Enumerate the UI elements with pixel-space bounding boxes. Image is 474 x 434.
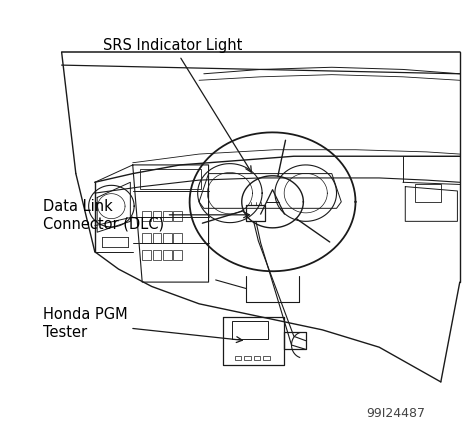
Bar — [142, 250, 151, 260]
Bar — [163, 233, 172, 243]
Bar — [173, 211, 182, 221]
Bar — [415, 184, 441, 202]
Bar — [235, 356, 241, 360]
Bar — [254, 356, 260, 360]
Text: SRS Indicator Light: SRS Indicator Light — [103, 38, 251, 172]
Text: Honda PGM
Tester: Honda PGM Tester — [43, 307, 242, 342]
Bar — [244, 356, 251, 360]
Bar — [163, 211, 172, 221]
Bar — [153, 250, 161, 260]
Bar — [173, 233, 182, 243]
Bar — [153, 211, 161, 221]
Bar — [163, 250, 172, 260]
Text: 99I24487: 99I24487 — [366, 407, 425, 420]
Bar — [263, 356, 270, 360]
Bar — [142, 211, 151, 221]
Bar — [232, 321, 268, 339]
Bar — [140, 169, 201, 189]
Bar — [153, 233, 161, 243]
Bar — [142, 233, 151, 243]
Bar — [173, 250, 182, 260]
Text: Data Link
Connector (DLC): Data Link Connector (DLC) — [43, 199, 249, 231]
